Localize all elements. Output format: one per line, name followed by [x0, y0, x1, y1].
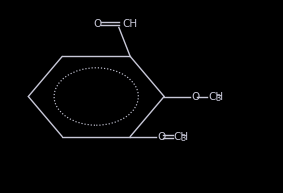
Text: O: O — [157, 132, 165, 142]
Text: 3: 3 — [181, 135, 186, 143]
Text: CH: CH — [173, 132, 188, 142]
Text: CH: CH — [208, 91, 223, 102]
Text: CH: CH — [123, 19, 138, 29]
Text: 3: 3 — [215, 94, 220, 103]
Text: O: O — [93, 19, 102, 29]
Text: O: O — [191, 91, 199, 102]
